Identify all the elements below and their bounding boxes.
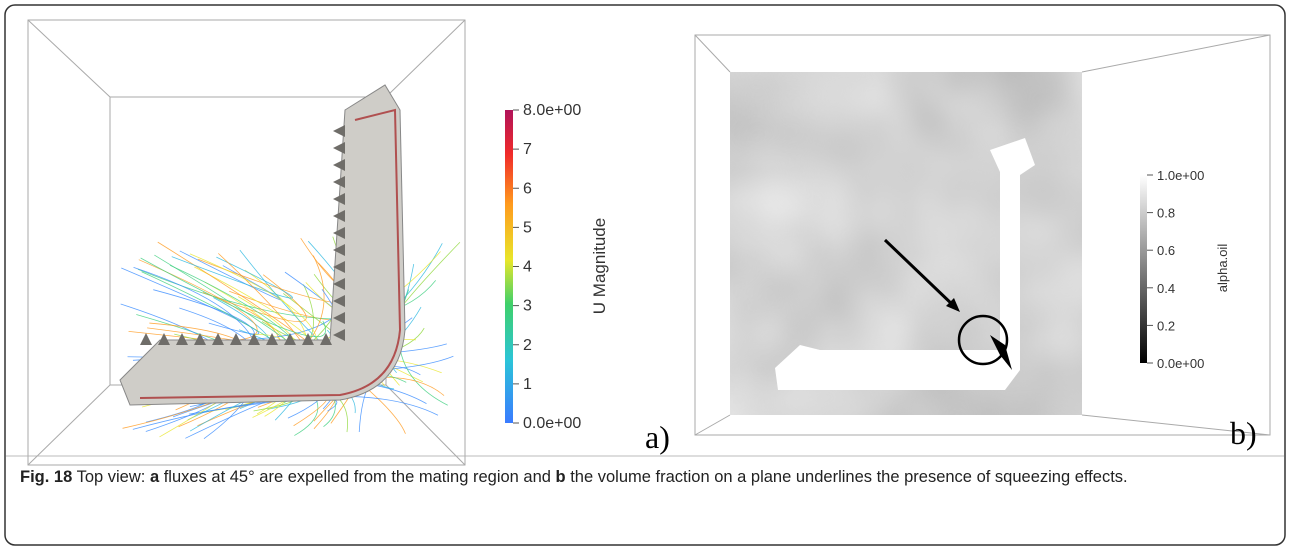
tooth bbox=[333, 227, 345, 239]
tooth bbox=[333, 312, 345, 324]
gear-teeth bbox=[140, 125, 345, 345]
tooth bbox=[302, 333, 314, 345]
streamline bbox=[398, 289, 448, 406]
caption-text: fluxes at 45° are expelled from the mati… bbox=[159, 468, 556, 486]
colorbar-tick-label: 0.6 bbox=[1157, 243, 1175, 258]
colorbar-tick-label: 4 bbox=[523, 259, 532, 276]
tooth bbox=[320, 333, 332, 345]
colorbar bbox=[1140, 175, 1147, 363]
tooth bbox=[194, 333, 206, 345]
panel-tag: a) bbox=[645, 419, 670, 455]
colorbar-title: U Magnitude bbox=[590, 218, 609, 314]
caption-text: the volume fraction on a plane underline… bbox=[565, 468, 1128, 486]
tooth bbox=[176, 333, 188, 345]
streamline bbox=[121, 267, 259, 335]
tooth bbox=[248, 333, 260, 345]
tooth bbox=[333, 244, 345, 256]
colorbar-tick-label: 8.0e+00 bbox=[523, 102, 581, 119]
colorbar-tick-label: 0.8 bbox=[1157, 206, 1175, 221]
tooth bbox=[284, 333, 296, 345]
colorbar-tick-label: 5 bbox=[523, 219, 532, 236]
colorbar bbox=[505, 110, 513, 423]
tooth bbox=[230, 333, 242, 345]
tooth bbox=[333, 193, 345, 205]
gear bbox=[119, 84, 406, 406]
streamline bbox=[171, 256, 293, 299]
arrow-head bbox=[946, 298, 960, 312]
streamline bbox=[202, 274, 307, 323]
tooth bbox=[140, 333, 152, 345]
colorbar-tick-label: 0.0e+00 bbox=[1157, 356, 1204, 371]
caption-text: Top view: bbox=[76, 468, 150, 486]
colorbar-tick-label: 2 bbox=[523, 337, 532, 354]
tooth bbox=[333, 329, 345, 341]
caption: Fig. 18 Top view: a fluxes at 45° are ex… bbox=[20, 464, 1270, 490]
arrow bbox=[883, 238, 957, 309]
tooth bbox=[158, 333, 170, 345]
frame bbox=[4, 4, 1286, 546]
panel-tag: b) bbox=[1230, 415, 1257, 451]
tooth bbox=[333, 142, 345, 154]
tooth bbox=[333, 159, 345, 171]
tooth bbox=[266, 333, 278, 345]
tooth bbox=[333, 125, 345, 137]
colorbar-tick-label: 3 bbox=[523, 298, 532, 315]
tooth bbox=[333, 261, 345, 273]
tooth bbox=[212, 333, 224, 345]
caption-ref: a bbox=[149, 468, 160, 486]
streamline bbox=[179, 250, 282, 301]
colorbar-tick-label: 0.4 bbox=[1157, 281, 1175, 296]
colorbar-tick-label: 0.2 bbox=[1157, 318, 1175, 333]
streamline bbox=[137, 268, 437, 320]
colorbar-tick-label: 6 bbox=[523, 180, 532, 197]
domain-box bbox=[694, 34, 1271, 436]
tooth bbox=[333, 295, 345, 307]
caption-label: Fig. 18 bbox=[20, 468, 73, 486]
caption-ref: b bbox=[555, 468, 566, 486]
colorbar-tick-label: 1.0e+00 bbox=[1157, 168, 1204, 183]
colorbar-tick-label: 7 bbox=[523, 141, 532, 158]
tooth bbox=[333, 278, 345, 290]
colorbar-title: alpha.oil bbox=[1215, 244, 1230, 293]
colorbar-tick-label: 1 bbox=[523, 376, 532, 393]
highlight-circle bbox=[957, 314, 1009, 366]
tooth bbox=[333, 210, 345, 222]
tooth bbox=[333, 176, 345, 188]
colorbar-tick-label: 0.0e+00 bbox=[523, 415, 581, 432]
squeeze bbox=[990, 335, 1012, 370]
streamline bbox=[140, 257, 327, 338]
